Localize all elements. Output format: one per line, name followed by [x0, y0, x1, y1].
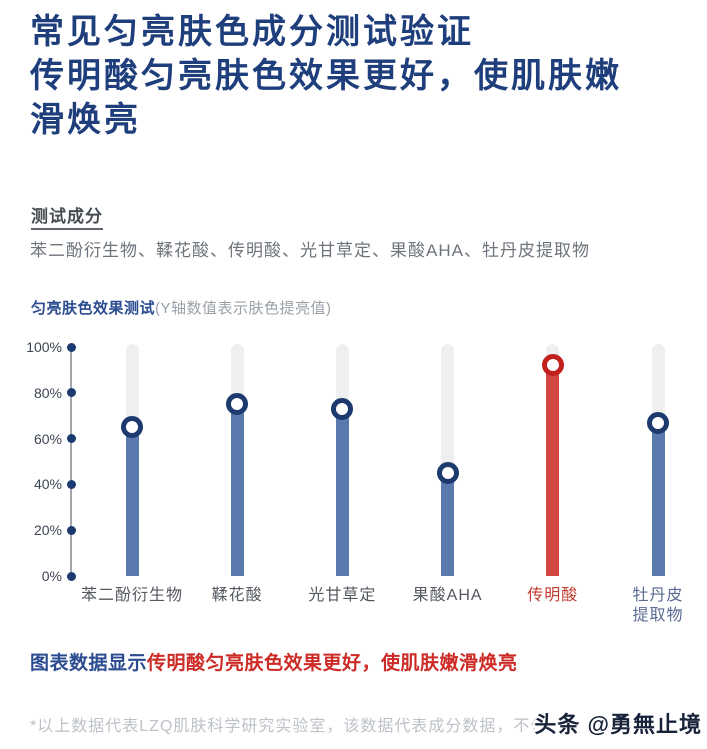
y-tick-dot	[66, 479, 76, 489]
bar-fill	[651, 422, 665, 576]
y-axis-line	[70, 347, 72, 577]
page-title: 常见匀亮肤色成分测试验证 传明酸匀亮肤色效果更好，使肌肤嫩滑焕亮	[30, 10, 680, 142]
bar-fill	[125, 427, 139, 576]
chart-title: 匀亮肤色效果测试(Y轴数值表示肤色提亮值)	[31, 297, 332, 318]
page-title-line1: 常见匀亮肤色成分测试验证	[30, 13, 474, 51]
y-tick-dot	[66, 434, 76, 444]
x-category-label: 牡丹皮 提取物	[632, 587, 684, 624]
bar-fill	[335, 408, 349, 576]
y-tick-label: 60%	[33, 430, 62, 447]
y-tick-dot	[66, 342, 76, 352]
y-tick-dot	[66, 525, 76, 535]
value-marker	[226, 393, 249, 416]
value-marker	[541, 354, 564, 377]
summary-prefix: 图表数据显示	[30, 653, 148, 674]
y-tick-label: 40%	[33, 476, 62, 493]
summary-line: 图表数据显示传明酸匀亮肤色效果更好，使肌肤嫩滑焕亮	[30, 648, 518, 675]
page-title-line2: 传明酸匀亮肤色效果更好，使肌肤嫩滑焕亮	[30, 57, 622, 139]
y-tick-label: 0%	[41, 568, 62, 584]
y-tick-label: 100%	[26, 339, 62, 355]
brightening-chart: 0% 20% 40% 60% 80% 100% 苯二酚衍生物 鞣花酸 光甘草定 果酸AHA 传明酸 牡…	[0, 335, 707, 635]
bar-fill	[546, 365, 560, 576]
value-marker	[647, 411, 669, 434]
x-category-label: 传明酸	[527, 587, 579, 604]
bar-fill	[441, 472, 455, 576]
bar-fill	[230, 404, 244, 576]
chart-title-note: (Y轴数值表示肤色提亮值)	[155, 300, 332, 317]
y-tick-label: 20%	[33, 522, 62, 539]
value-marker	[331, 397, 354, 420]
x-category-label: 苯二酚衍生物	[80, 587, 183, 604]
tested-ingredients-list: 苯二酚衍生物、鞣花酸、传明酸、光甘草定、果酸AHA、牡丹皮提取物	[30, 241, 590, 260]
chart-title-main: 匀亮肤色效果测试	[31, 300, 156, 317]
y-tick-dot	[66, 571, 76, 581]
toutiao-watermark: 头条 @勇無止境	[534, 712, 702, 737]
tested-ingredients-heading: 测试成分	[31, 202, 103, 230]
value-marker	[436, 461, 459, 484]
summary-highlight: 传明酸匀亮肤色效果更好，使肌肤嫩滑焕亮	[147, 653, 518, 674]
x-category-label: 光甘草定	[308, 587, 377, 604]
x-category-label: 果酸AHA	[412, 587, 483, 604]
y-tick-dot	[66, 388, 76, 398]
x-category-label: 鞣花酸	[211, 587, 263, 604]
y-tick-label: 80%	[33, 384, 62, 401]
footnote-disclaimer: *以上数据代表LZQ肌肤科学研究实验室，该数据代表成分数据，不代	[30, 718, 548, 735]
value-marker	[121, 416, 143, 439]
